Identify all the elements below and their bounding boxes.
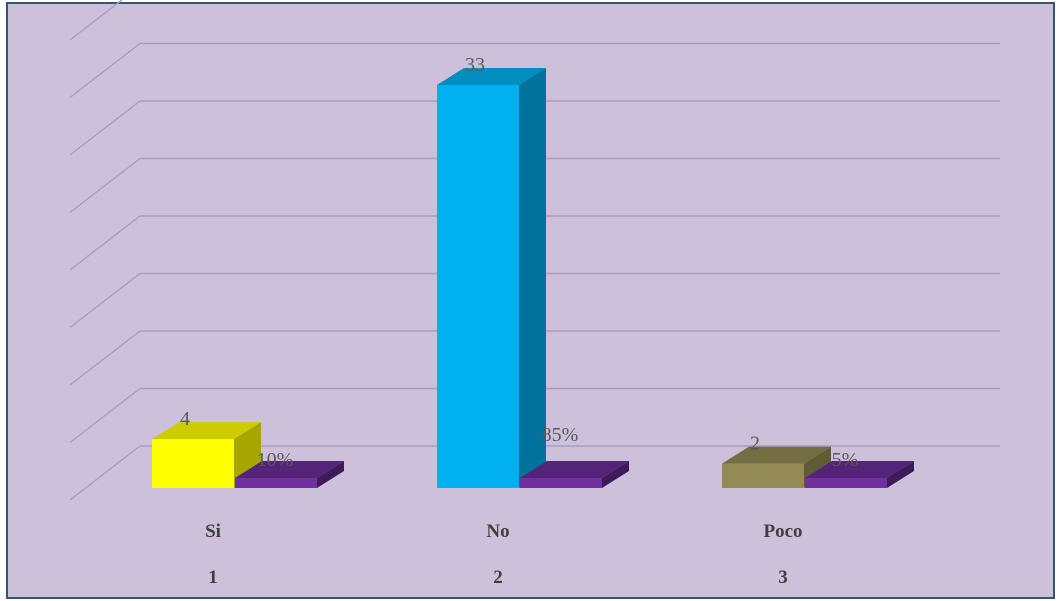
x-tick-number-2: 2 — [493, 567, 503, 588]
bar-percent-top — [235, 461, 344, 478]
gridline-depth — [69, 387, 141, 444]
gridline-depth — [69, 445, 141, 501]
gridline-depth — [69, 157, 141, 214]
data-label-count-si: 4 — [180, 408, 190, 430]
bar-count-no — [437, 68, 546, 488]
bar-count-si-top — [152, 422, 261, 440]
x-tick-number-3: 3 — [778, 567, 788, 588]
data-label-percent-poco: 5% — [832, 449, 859, 471]
data-label-percent-no: 85% — [542, 424, 579, 446]
bar-count-poco-front — [722, 463, 804, 488]
bar-count-no-side — [519, 68, 546, 488]
gridline-depth — [69, 0, 123, 41]
bar-count-si — [152, 422, 261, 488]
gridlines — [69, 0, 1000, 501]
x-tick-number-1: 1 — [208, 567, 218, 588]
bar-percent-side — [887, 461, 914, 488]
gridline-depth — [69, 272, 141, 329]
bar-count-poco-top — [722, 446, 831, 464]
bar-count-poco — [722, 446, 831, 488]
x-tick-label-no: No — [486, 521, 509, 542]
bar-percent-front — [805, 478, 887, 488]
gridline-depth — [69, 330, 141, 386]
bar-percent-front — [520, 478, 602, 488]
bar-percent-no — [520, 461, 629, 488]
bar-percent-top — [520, 461, 629, 478]
x-tick-label-poco: Poco — [763, 521, 802, 542]
labels: 4 10% Si 1 33 85% No 2 2 5% Poco 3 — [180, 54, 858, 588]
bar-count-si-front — [152, 439, 234, 488]
gridline-depth — [69, 42, 141, 99]
data-label-count-poco: 2 — [750, 433, 760, 455]
bars — [152, 68, 914, 488]
bar-percent-top — [805, 461, 914, 478]
gridline-depth — [69, 100, 141, 156]
data-label-percent-si: 10% — [257, 449, 294, 471]
gridline-depth — [69, 215, 141, 271]
bar-percent-front — [235, 478, 317, 488]
bar-percent-side — [602, 461, 629, 488]
bar-percent-side — [317, 461, 344, 488]
bar-percent-poco — [805, 461, 914, 488]
bar-count-no-front — [437, 85, 519, 488]
x-tick-label-si: Si — [205, 521, 221, 542]
bar-percent-si — [235, 461, 344, 488]
data-label-count-no: 33 — [465, 54, 485, 76]
bar-count-no-top — [437, 68, 546, 85]
